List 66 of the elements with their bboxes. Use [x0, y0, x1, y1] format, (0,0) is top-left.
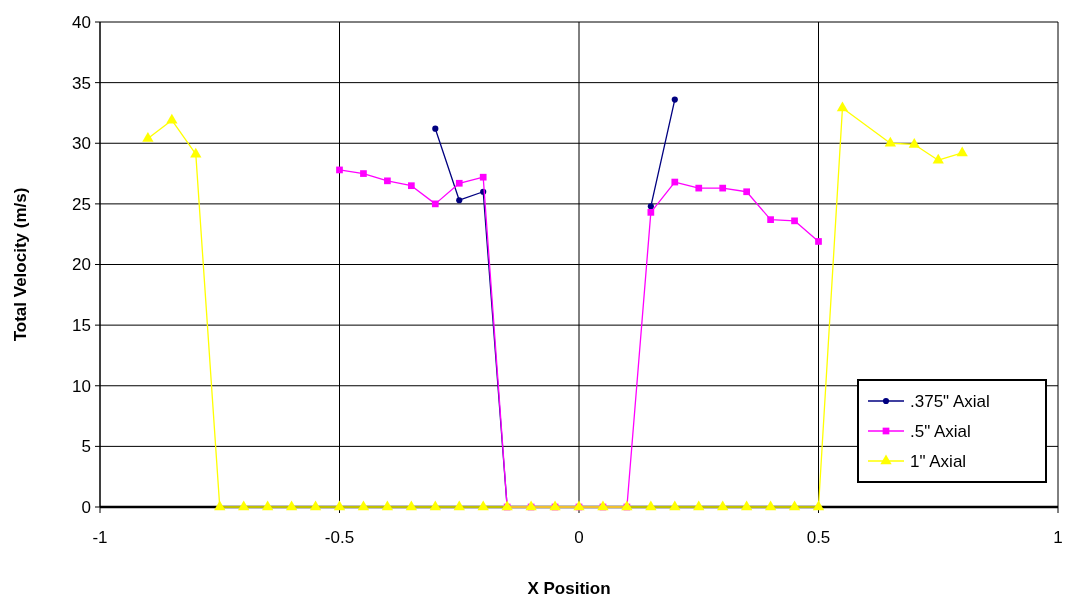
- point: [743, 188, 750, 196]
- point: [262, 500, 274, 511]
- point: [932, 153, 944, 164]
- point: [408, 182, 415, 190]
- point: [788, 500, 801, 511]
- y-tick-label: 35: [72, 73, 91, 93]
- point: [405, 500, 417, 511]
- point: [645, 500, 657, 511]
- legend-label: .375" Axial: [910, 391, 990, 411]
- point: [453, 500, 465, 511]
- point: [764, 500, 777, 511]
- point: [717, 500, 729, 511]
- point: [884, 136, 896, 147]
- point: [285, 500, 298, 511]
- point: [429, 500, 441, 511]
- point: [815, 238, 822, 245]
- y-tick-label: 10: [72, 376, 91, 396]
- point: [647, 203, 654, 210]
- x-tick-label: -0.5: [324, 528, 355, 547]
- point: [142, 131, 154, 142]
- point: [836, 101, 849, 112]
- y-tick-label: 40: [72, 12, 91, 32]
- x-axis-title: X Position: [527, 579, 611, 598]
- point: [309, 500, 322, 511]
- y-tick-label: 5: [81, 437, 91, 457]
- point: [908, 137, 920, 148]
- point: [956, 146, 968, 157]
- point: [384, 177, 391, 185]
- point: [647, 209, 655, 216]
- x-tick-label: 0: [574, 528, 584, 547]
- point: [336, 166, 343, 174]
- point: [431, 200, 439, 208]
- point: [190, 147, 202, 158]
- point: [719, 184, 727, 192]
- y-axis-title: Total Velocity (m/s): [11, 187, 30, 342]
- point: [479, 173, 487, 181]
- point: [693, 500, 705, 511]
- point: [671, 178, 679, 186]
- point: [333, 500, 346, 511]
- point: [669, 500, 681, 511]
- legend-label: .5" Axial: [910, 421, 971, 441]
- point: [381, 500, 394, 511]
- point: [812, 500, 825, 511]
- y-tick-label: 30: [72, 134, 91, 154]
- point: [360, 170, 367, 177]
- x-tick-label: 0.5: [806, 528, 831, 547]
- point: [741, 500, 753, 511]
- x-tick-label: 1: [1053, 528, 1063, 547]
- y-tick-label: 20: [72, 255, 91, 275]
- point: [166, 113, 178, 124]
- y-tick-label: 15: [72, 316, 91, 336]
- x-tick-label: -1: [92, 528, 108, 547]
- point: [214, 500, 226, 511]
- point: [791, 217, 798, 225]
- point: [455, 179, 463, 187]
- y-tick-label: 0: [81, 497, 91, 517]
- point: [357, 500, 370, 511]
- point: [671, 96, 678, 103]
- legend-label: 1" Axial: [910, 451, 967, 471]
- point: [477, 500, 489, 511]
- y-tick-label: 25: [72, 194, 91, 214]
- point: [238, 500, 250, 511]
- point: [767, 216, 774, 223]
- point: [432, 125, 439, 132]
- point: [695, 184, 703, 192]
- point: [456, 197, 463, 204]
